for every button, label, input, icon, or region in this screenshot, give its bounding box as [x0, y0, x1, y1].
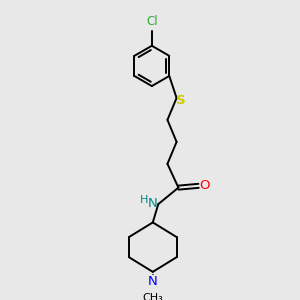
Text: H: H: [140, 194, 149, 205]
Text: S: S: [176, 94, 186, 107]
Text: N: N: [148, 197, 158, 210]
Text: N: N: [148, 274, 158, 288]
Text: Cl: Cl: [146, 15, 158, 28]
Text: O: O: [200, 179, 210, 192]
Text: CH₃: CH₃: [142, 293, 163, 300]
